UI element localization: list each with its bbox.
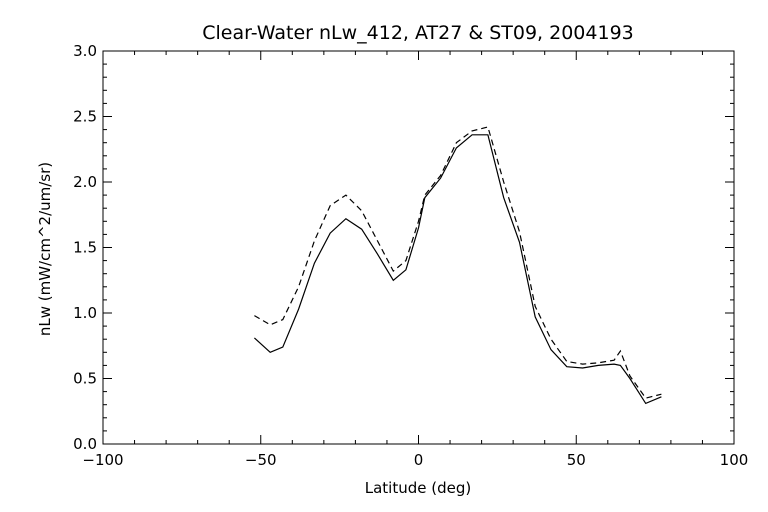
y-tick-label: 3.0 <box>73 42 97 60</box>
y-axis-label: nLw (mW/cm^2/um/sr) <box>36 162 54 336</box>
chart-title: Clear-Water nLw_412, AT27 & ST09, 200419… <box>202 22 634 44</box>
y-tick-label: 2.5 <box>73 108 97 126</box>
series-line-dashed <box>254 126 662 399</box>
x-axis: −100 −50 0 50 100 <box>82 51 748 469</box>
plot-border <box>102 50 735 445</box>
plot-frame <box>102 50 735 445</box>
y-tick-label: 2.0 <box>73 173 97 191</box>
y-tick-label: 0.0 <box>73 435 97 453</box>
y-axis: 0.0 0.5 1.0 1.5 2.0 2.5 3.0 <box>73 42 734 453</box>
x-tick-label: 100 <box>720 451 749 469</box>
y-tick-label: 0.5 <box>73 370 97 388</box>
y-tick-label: 1.5 <box>73 239 97 257</box>
x-tick-label: −100 <box>82 451 123 469</box>
series-group <box>253 126 662 405</box>
y-tick-label: 1.0 <box>73 304 97 322</box>
x-tick-label: 50 <box>567 451 586 469</box>
x-axis-label: Latitude (deg) <box>365 479 471 497</box>
x-tick-label: −50 <box>245 451 277 469</box>
series-line-solid <box>253 134 662 405</box>
x-tick-label: 0 <box>414 451 424 469</box>
